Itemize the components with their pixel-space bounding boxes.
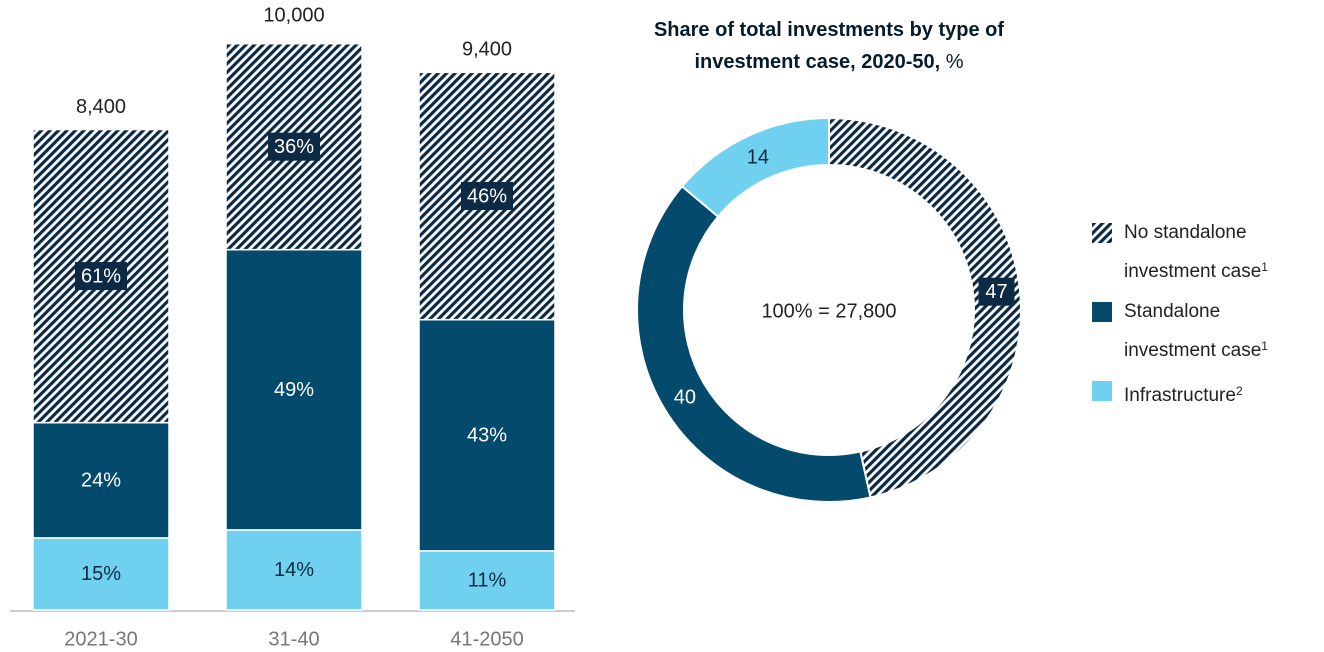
- legend-label: Standalone investment case1: [1124, 295, 1292, 368]
- swatch: [1092, 223, 1112, 243]
- legend-swatch: [1092, 381, 1112, 401]
- legend-label: No standalone investment case1: [1124, 216, 1292, 289]
- center-label: 100% = 27,800: [761, 300, 896, 322]
- label-box: [978, 277, 1015, 306]
- legend-item: Standalone investment case1: [1092, 295, 1292, 368]
- total-label: 8,400: [76, 96, 126, 118]
- bar-segment: [225, 529, 363, 611]
- bar-segment: [32, 421, 170, 539]
- donut-label: 40: [674, 387, 696, 409]
- legend-name: No standalone investment case: [1124, 222, 1262, 282]
- legend-item: Infrastructure2: [1092, 374, 1292, 413]
- x-tick-label: 31-40: [268, 628, 319, 650]
- legend-name: Infrastructure: [1124, 385, 1236, 406]
- value-label: 24%: [81, 470, 121, 492]
- legend-swatch: [1092, 302, 1112, 322]
- total-label: 10,000: [263, 4, 324, 26]
- swatch: [1092, 381, 1112, 401]
- legend-label: Infrastructure2: [1124, 374, 1292, 413]
- value-label: 61%: [81, 265, 121, 287]
- label-box: [268, 132, 320, 161]
- legend-item: No standalone investment case1: [1092, 216, 1292, 289]
- bar-segment: [32, 537, 170, 611]
- label-box: [75, 262, 127, 291]
- value-label: 49%: [274, 379, 314, 401]
- donut-segment: [680, 116, 830, 219]
- x-tick-label: 2021-30: [64, 628, 137, 650]
- value-label: 36%: [274, 136, 314, 158]
- value-label: 11%: [468, 570, 507, 592]
- value-label: 15%: [81, 563, 121, 585]
- total-label: 9,400: [462, 39, 512, 61]
- title-text: Share of total investments by type of in…: [653, 19, 1005, 73]
- x-tick-label: 41-2050: [450, 628, 523, 650]
- value-label: 14%: [274, 559, 314, 581]
- value-label: 43%: [467, 425, 507, 447]
- donut-segment: [636, 184, 872, 503]
- value-label: 46%: [467, 185, 507, 207]
- swatch: [1092, 302, 1112, 322]
- legend-name: Standalone investment case: [1124, 301, 1262, 361]
- title-unit: %: [945, 51, 964, 73]
- bar-segment: [418, 550, 556, 611]
- donut-title: Share of total investments by type of in…: [639, 14, 1019, 78]
- legend-swatch: [1092, 223, 1112, 243]
- bar-segment: [418, 318, 556, 552]
- footnote: 1: [1261, 339, 1268, 353]
- footnote: 1: [1261, 260, 1268, 274]
- footnote: 2: [1235, 384, 1243, 398]
- donut-segment: [828, 116, 1022, 499]
- donut-label: 14: [747, 147, 769, 169]
- bar-segment: [225, 248, 363, 531]
- label-box: [461, 181, 513, 210]
- legend: No standalone investment case1 Standalone…: [1092, 216, 1292, 419]
- donut-label: 47: [985, 281, 1007, 303]
